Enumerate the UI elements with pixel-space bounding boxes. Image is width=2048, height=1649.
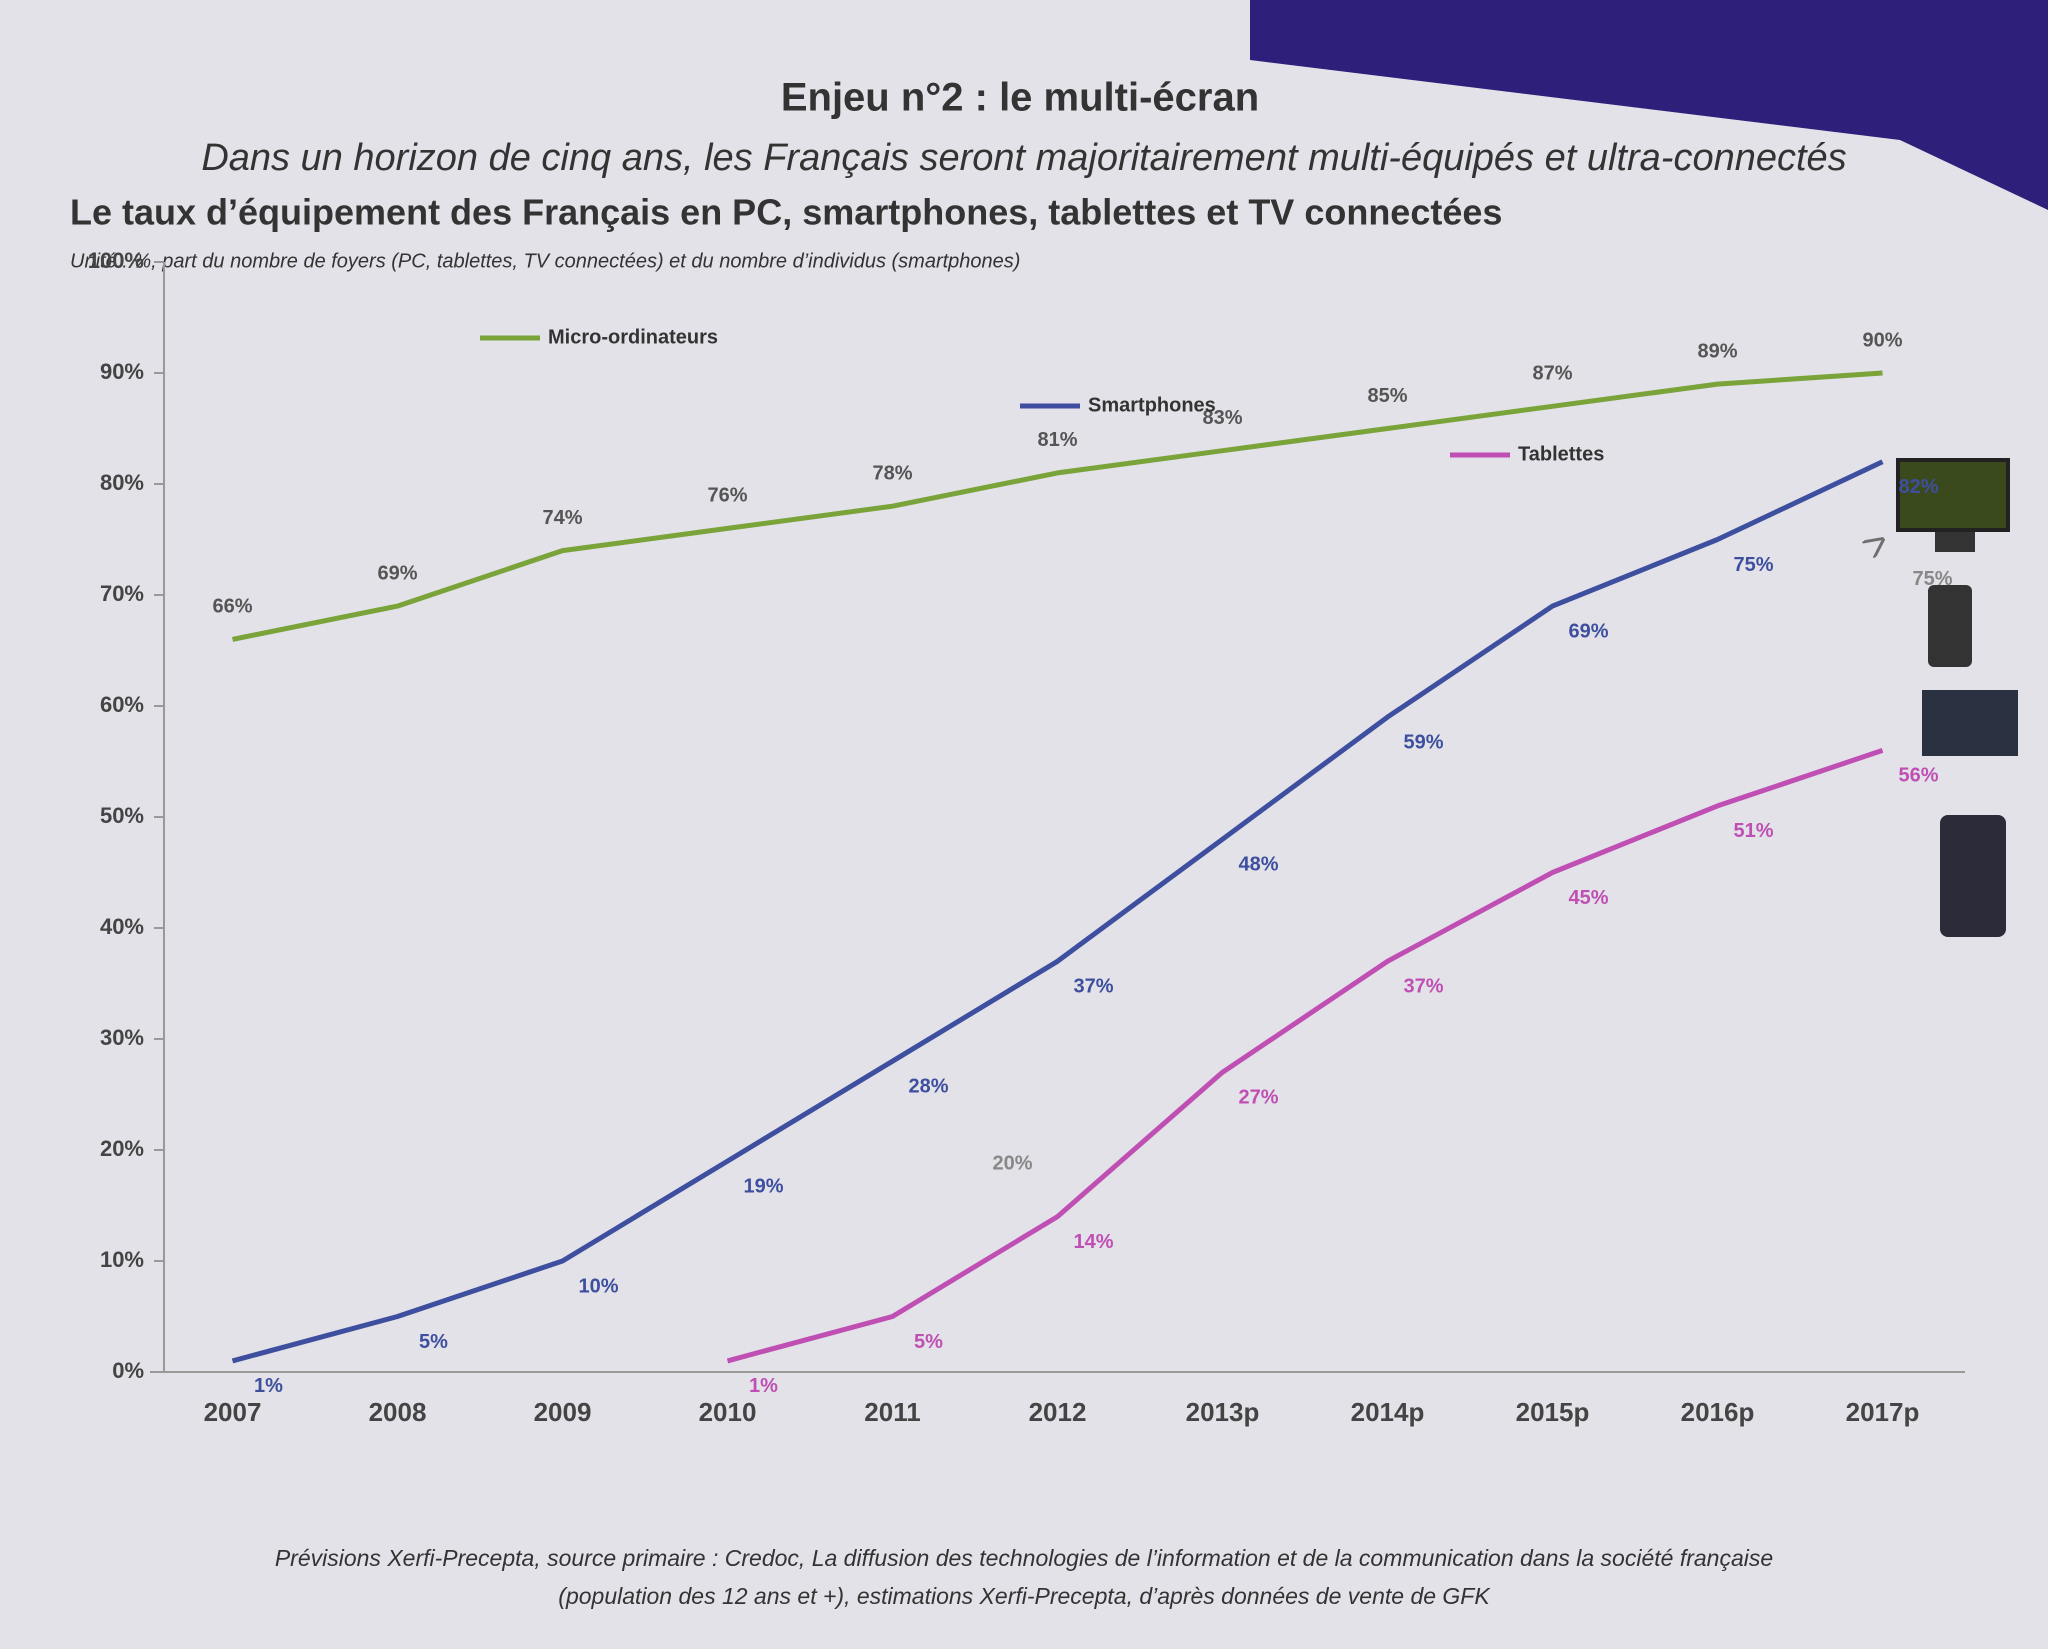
x-tick-label: 2012 [1029, 1397, 1087, 1427]
x-tick-label: 2011 [864, 1397, 920, 1427]
subtitle: Le taux d’équipement des Français en PC,… [70, 192, 1502, 233]
x-tick-label: 2007 [204, 1397, 262, 1427]
x-tick-label: 2015p [1516, 1397, 1590, 1427]
data-label: 82% [1898, 476, 1938, 498]
data-label: 14% [1073, 1231, 1113, 1253]
data-label: 27% [1238, 1087, 1278, 1109]
pc-stand [1935, 532, 1975, 552]
data-label: 19% [743, 1175, 783, 1197]
x-tick-label: 2017p [1846, 1397, 1920, 1427]
y-tick-label: 70% [100, 581, 144, 606]
x-tick-label: 2014p [1351, 1397, 1425, 1427]
series-line [231, 459, 1884, 1364]
data-label: 37% [1403, 976, 1443, 998]
data-label: 20% [992, 1152, 1032, 1174]
device-icons [1896, 458, 2018, 937]
heading: Enjeu n°2 : le multi-écran [781, 76, 1259, 120]
y-tick-label: 40% [100, 914, 144, 939]
data-label: 51% [1733, 820, 1773, 842]
y-tick-label: 80% [100, 470, 144, 495]
data-label: 87% [1532, 363, 1572, 385]
data-label: 81% [1037, 429, 1077, 451]
data-label: 78% [872, 462, 912, 484]
y-tick-label: 100% [88, 248, 144, 273]
source: Prévisions Xerfi-Precepta, source primai… [275, 1545, 1773, 1571]
data-label: 5% [914, 1331, 943, 1353]
source: (population des 12 ans et +), estimation… [558, 1583, 1491, 1609]
phone-icon [1928, 585, 1972, 667]
y-tick-label: 50% [100, 803, 144, 828]
data-label: 74% [542, 507, 582, 529]
pc-icon [1896, 458, 2010, 532]
data-label: 83% [1202, 407, 1242, 429]
x-tick-label: 2013p [1186, 1397, 1260, 1427]
data-label: 37% [1073, 976, 1113, 998]
series-line [726, 748, 1884, 1364]
tv-icon [1922, 690, 2018, 756]
data-label: 1% [749, 1375, 778, 1397]
data-label: 66% [212, 596, 252, 618]
data-label: 59% [1403, 731, 1443, 753]
legend-label: Smartphones [1088, 394, 1216, 416]
y-tick-label: 30% [100, 1025, 144, 1050]
data-label: 28% [908, 1075, 948, 1097]
data-label: 45% [1568, 887, 1608, 909]
data-label: 90% [1862, 329, 1902, 351]
tablet-icon [1940, 815, 2006, 937]
x-tick-label: 2010 [699, 1397, 757, 1427]
x-tick-label: 2016p [1681, 1397, 1755, 1427]
data-label: 10% [578, 1275, 618, 1297]
y-tick-label: 90% [100, 359, 144, 384]
series-line [232, 370, 1883, 642]
data-label: 56% [1898, 765, 1938, 787]
legend-label: Micro-ordinateurs [548, 326, 718, 348]
y-tick-label: 0% [112, 1358, 144, 1383]
data-label: 89% [1697, 340, 1737, 362]
banner [1250, 0, 2048, 210]
data-label: 75% [1733, 554, 1773, 576]
x-tick-label: 2009 [534, 1397, 592, 1427]
title: Dans un horizon de cinq ans, les Françai… [201, 137, 1846, 179]
legend-label: Tablettes [1518, 443, 1604, 465]
data-label: 69% [377, 562, 417, 584]
data-label: 85% [1367, 385, 1407, 407]
y-tick-label: 60% [100, 692, 144, 717]
y-tick-label: 20% [100, 1136, 144, 1161]
data-label: 5% [419, 1331, 448, 1353]
unit-note: Unité : %, part du nombre de foyers (PC,… [70, 250, 1020, 272]
x-tick-label: 2008 [369, 1397, 427, 1427]
data-label: 75% [1912, 568, 1952, 590]
y-tick-label: 10% [100, 1247, 144, 1272]
data-label: 69% [1568, 620, 1608, 642]
data-label: 48% [1238, 853, 1278, 875]
data-label: 76% [707, 485, 747, 507]
data-label: 1% [254, 1375, 283, 1397]
